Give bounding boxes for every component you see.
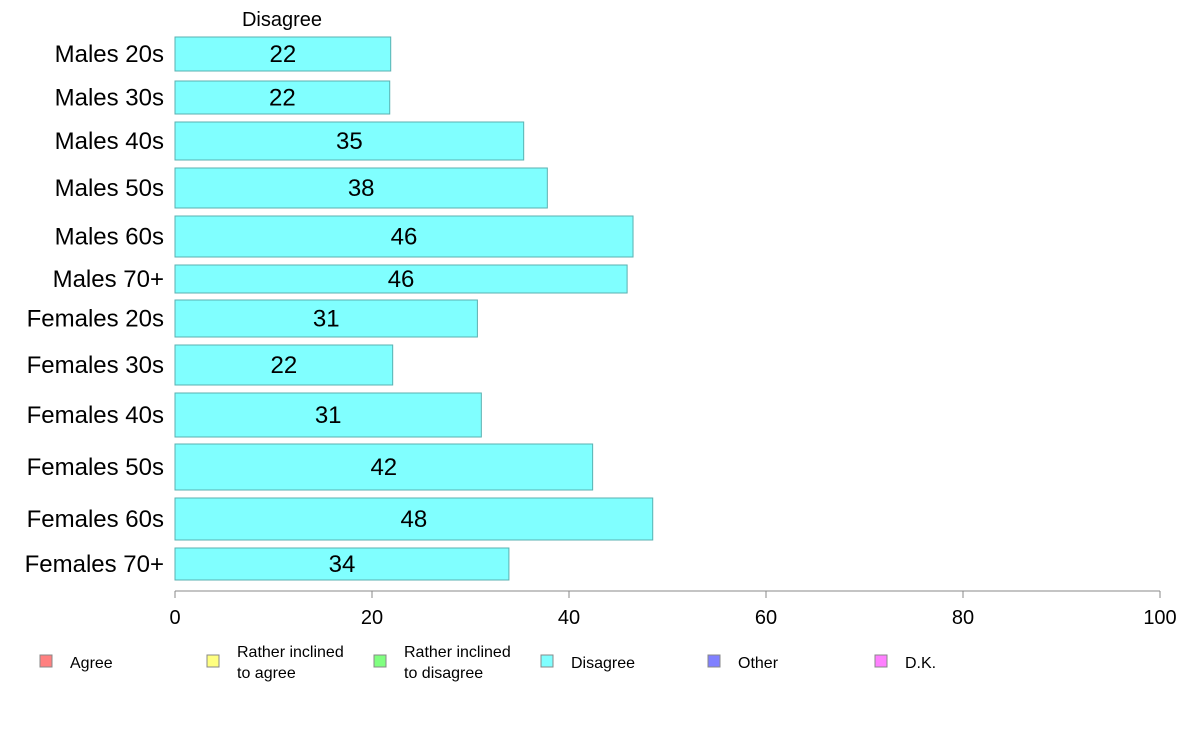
bar-value-label: 22 bbox=[270, 41, 297, 68]
bar-value-label: 46 bbox=[391, 224, 418, 251]
category-label: Females 20s bbox=[27, 306, 164, 333]
legend-label: Rather inclined to agree bbox=[237, 644, 344, 682]
x-tick-label: 60 bbox=[755, 607, 777, 629]
category-label: Males 60s bbox=[55, 224, 164, 251]
bar-value-label: 31 bbox=[315, 402, 342, 429]
legend-label-line: Rather inclined bbox=[404, 644, 511, 661]
legend-label: Rather inclined to disagree bbox=[404, 644, 511, 682]
legend-swatch bbox=[39, 654, 53, 668]
category-label: Males 40s bbox=[55, 128, 164, 155]
legend-swatch bbox=[206, 654, 220, 668]
bar-value-label: 22 bbox=[269, 85, 296, 112]
bar bbox=[174, 121, 525, 161]
category-label: Females 40s bbox=[27, 402, 164, 429]
bar-value-label: 38 bbox=[348, 175, 375, 202]
x-tick-label: 40 bbox=[558, 607, 580, 629]
category-label: Females 60s bbox=[27, 506, 164, 533]
legend-label: Disagree bbox=[571, 655, 635, 672]
bar-value-label: 48 bbox=[401, 506, 428, 533]
category-label: Females 50s bbox=[27, 454, 164, 481]
legend-label-line: Rather inclined bbox=[237, 644, 344, 661]
legend-swatch bbox=[373, 654, 387, 668]
bar-value-label: 22 bbox=[270, 352, 297, 379]
bar bbox=[174, 264, 628, 294]
category-label: Females 30s bbox=[27, 352, 164, 379]
category-label: Females 70+ bbox=[25, 551, 164, 578]
legend-label-line: to disagree bbox=[404, 665, 483, 682]
category-label: Males 50s bbox=[55, 175, 164, 202]
legend-label: Other bbox=[738, 655, 779, 672]
bar bbox=[174, 80, 391, 115]
bar bbox=[174, 36, 392, 72]
bar bbox=[174, 497, 654, 541]
panel-title: Disagree bbox=[242, 9, 322, 31]
bar bbox=[174, 443, 594, 491]
legend-label-line: to agree bbox=[237, 665, 296, 682]
legend-swatch bbox=[707, 654, 721, 668]
bar-value-label: 42 bbox=[370, 454, 397, 481]
bar bbox=[174, 392, 482, 438]
bar bbox=[174, 215, 634, 258]
bar-value-label: 46 bbox=[388, 266, 415, 293]
bar bbox=[174, 167, 548, 209]
bar bbox=[174, 299, 478, 338]
bars-group: 22 Males 20s 22 Males 30s 35 Males 40s 38 Males… bbox=[25, 36, 654, 581]
x-tick-label: 20 bbox=[361, 607, 383, 629]
legend-label: Agree bbox=[70, 655, 113, 672]
bar-value-label: 31 bbox=[313, 306, 340, 333]
legend-swatch bbox=[874, 654, 888, 668]
category-label: Males 20s bbox=[55, 41, 164, 68]
x-tick-label: 80 bbox=[952, 607, 974, 629]
x-tick-label: 100 bbox=[1143, 607, 1176, 629]
bar-value-label: 35 bbox=[336, 128, 363, 155]
bar bbox=[174, 547, 510, 581]
legend-swatch bbox=[540, 654, 554, 668]
bar-value-label: 34 bbox=[329, 551, 356, 578]
category-label: Males 70+ bbox=[53, 266, 164, 293]
x-tick-label: 0 bbox=[169, 607, 180, 629]
bar bbox=[174, 344, 394, 386]
legend-label: D.K. bbox=[905, 655, 936, 672]
x-axis: 0 20 40 60 80 100 bbox=[169, 590, 1177, 629]
category-label: Males 30s bbox=[55, 85, 164, 112]
